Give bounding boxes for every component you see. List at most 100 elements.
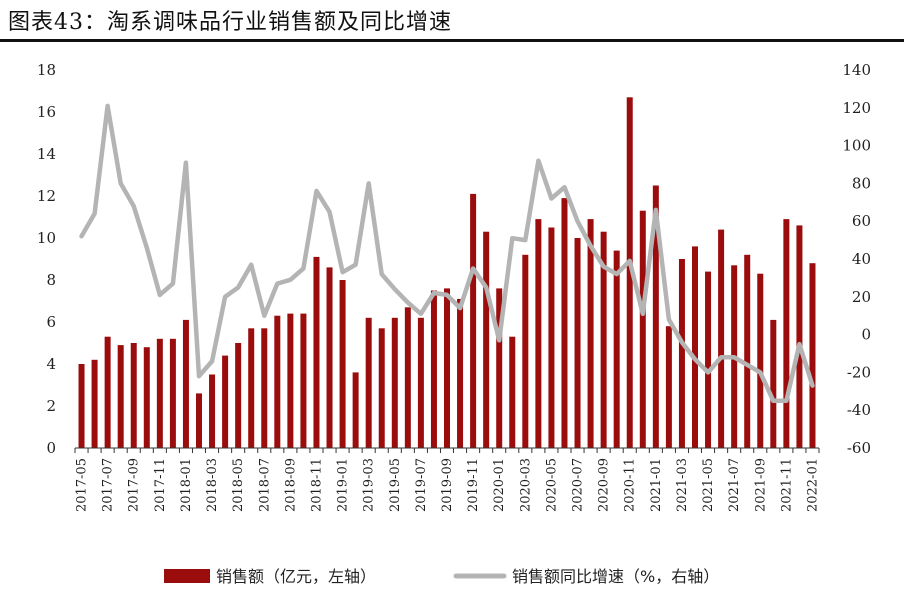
growth-line	[79, 103, 815, 404]
bar	[378, 328, 385, 448]
bar	[574, 238, 581, 448]
x-tick-label: 2019-01	[336, 458, 351, 512]
left-tick-label: 4	[46, 355, 56, 373]
bar	[209, 374, 216, 448]
right-tick-label: -40	[847, 401, 871, 419]
bar	[652, 185, 659, 448]
x-tick-label: 2018-03	[205, 458, 220, 512]
bar	[678, 259, 685, 448]
right-tick-label: -20	[847, 363, 871, 381]
x-tick-label: 2020-09	[597, 458, 612, 512]
left-axis: 0 2 4 6 8 10 12 14 16 18	[37, 61, 56, 457]
bar	[391, 317, 398, 448]
bar	[770, 319, 777, 448]
bar	[757, 273, 764, 448]
right-axis: -60 -40 -20 0 20 40 60 80 100 120 140	[842, 61, 871, 457]
bar	[561, 198, 568, 448]
left-tick-label: 14	[37, 145, 56, 163]
bar	[796, 225, 803, 448]
legend-bar-swatch	[164, 569, 210, 583]
bar	[78, 364, 85, 448]
left-tick-label: 8	[46, 271, 56, 289]
x-axis: 2017-05 2017-07 2017-09 2017-11 2018-01 2018-…	[74, 447, 820, 512]
title-rule	[0, 39, 904, 42]
bar	[130, 343, 137, 448]
bar	[104, 336, 111, 448]
bar-series	[78, 97, 816, 449]
bar	[248, 328, 255, 448]
bar	[117, 345, 124, 448]
bar	[705, 271, 712, 448]
bar	[156, 338, 163, 448]
x-tick-label: 2019-05	[388, 458, 403, 512]
x-tick-label: 2017-11	[153, 458, 168, 512]
bar	[809, 263, 816, 448]
bar	[300, 313, 307, 448]
x-tick-label: 2019-07	[414, 458, 429, 512]
bar	[143, 347, 150, 448]
legend: 销售额（亿元，左轴） 销售额同比增速（%，右轴）	[164, 567, 719, 586]
x-tick-label: 2021-09	[753, 458, 768, 512]
left-tick-label: 10	[37, 229, 56, 247]
x-tick-label: 2019-11	[466, 458, 481, 512]
bar	[470, 193, 477, 448]
x-tick-label: 2020-05	[544, 458, 559, 512]
right-tick-label: 60	[852, 212, 871, 230]
x-tick-label: 2021-01	[649, 458, 664, 512]
bar	[483, 231, 490, 448]
x-tick-label: 2020-01	[492, 458, 507, 512]
bar	[600, 231, 607, 448]
x-tick-label: 2018-07	[257, 458, 272, 512]
left-tick-label: 12	[37, 187, 56, 205]
x-tick-label: 2022-01	[805, 458, 820, 512]
x-tick-label: 2017-09	[127, 458, 142, 512]
x-tick-label: 2020-03	[518, 458, 533, 512]
bar	[326, 267, 333, 448]
right-tick-label: 140	[842, 61, 871, 79]
right-tick-label: 40	[852, 250, 871, 268]
bar	[195, 393, 203, 448]
bar	[91, 359, 98, 448]
left-tick-label: 16	[37, 103, 56, 121]
left-tick-label: 2	[46, 397, 56, 415]
x-tick-label: 2021-11	[779, 458, 794, 512]
bar	[691, 246, 699, 448]
right-tick-label: 0	[861, 326, 871, 344]
x-tick-label: 2018-01	[179, 458, 194, 512]
bar	[718, 229, 725, 448]
line-series	[79, 103, 815, 404]
bar	[169, 338, 176, 448]
right-tick-label: 100	[842, 137, 871, 155]
bar	[522, 254, 529, 448]
bar	[313, 256, 320, 448]
bar	[274, 315, 281, 448]
chart-title: 图表43：淘系调味品行业销售额及同比增速	[8, 10, 452, 35]
bar	[261, 328, 268, 448]
x-tick-label: 2020-07	[571, 458, 586, 512]
bar	[457, 298, 464, 448]
x-tick-label: 2019-03	[362, 458, 377, 512]
bar	[339, 280, 346, 448]
bar	[430, 290, 437, 448]
right-tick-label: -60	[847, 439, 871, 457]
bar	[626, 97, 633, 449]
bar	[417, 317, 424, 448]
x-tick-label: 2018-11	[309, 458, 324, 512]
bar	[783, 219, 790, 448]
right-tick-label: 80	[852, 174, 871, 192]
left-tick-label: 0	[46, 439, 56, 457]
bar	[287, 313, 294, 448]
legend-line-label: 销售额同比增速（%，右轴）	[512, 567, 719, 586]
x-tick-label: 2018-09	[283, 458, 298, 512]
left-tick-label: 18	[37, 61, 56, 79]
bar	[404, 307, 411, 448]
bar	[535, 219, 542, 448]
x-tick-label: 2018-05	[231, 458, 246, 512]
x-tick-label: 2017-07	[101, 458, 116, 512]
bar	[182, 319, 189, 448]
x-tick-label: 2020-11	[623, 458, 638, 512]
x-tick-label: 2021-03	[675, 458, 690, 512]
right-tick-label: 20	[852, 288, 871, 306]
bar	[548, 227, 555, 448]
